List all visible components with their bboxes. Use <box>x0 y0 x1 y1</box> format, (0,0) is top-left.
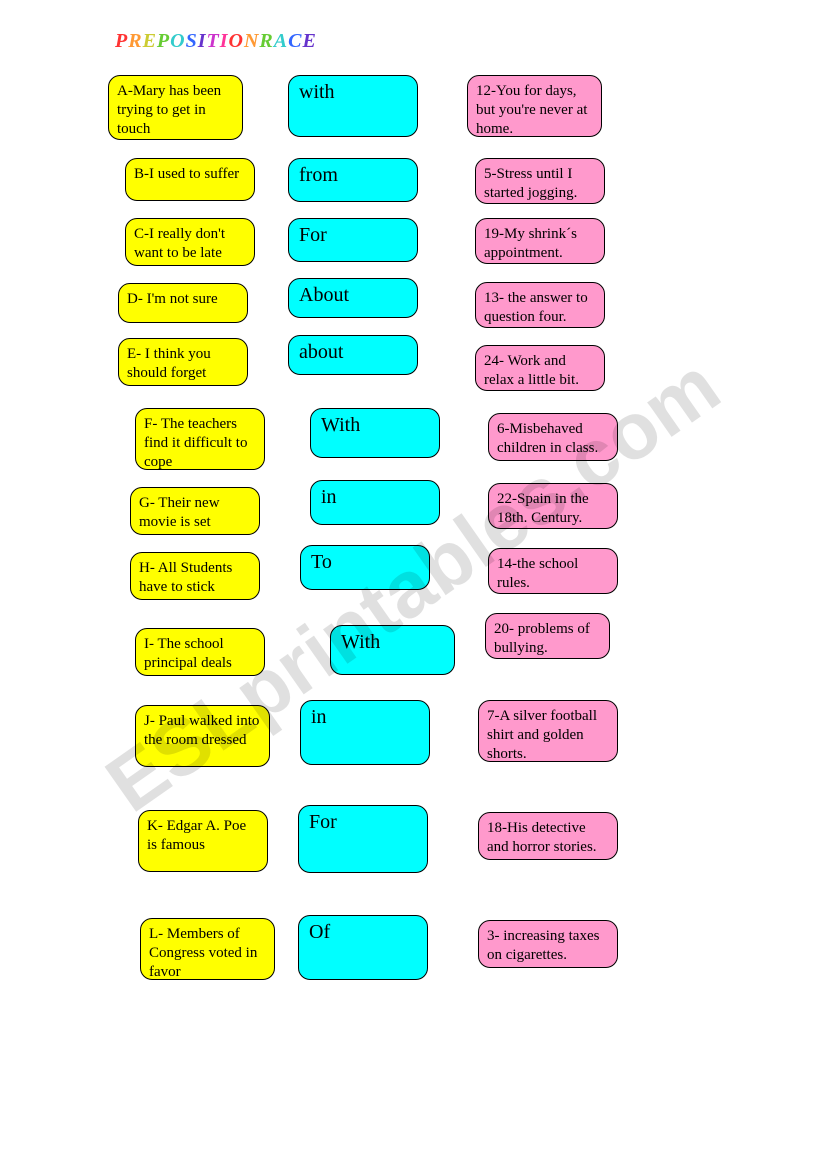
preposition-card: About <box>288 278 418 318</box>
sentence-end-card: 13- the answer to question four. <box>475 282 605 328</box>
sentence-end-card: 22-Spain in the 18th. Century. <box>488 483 618 529</box>
preposition-card: in <box>310 480 440 525</box>
preposition-card: To <box>300 545 430 590</box>
preposition-card: For <box>298 805 428 873</box>
sentence-start-card: E- I think you should forget <box>118 338 248 386</box>
preposition-card: in <box>300 700 430 765</box>
page-title: PREPOSITION RACE <box>115 30 317 53</box>
sentence-start-card: C-I really don't want to be late <box>125 218 255 266</box>
sentence-start-card: B-I used to suffer <box>125 158 255 201</box>
preposition-card: Of <box>298 915 428 980</box>
sentence-end-card: 7-A silver football shirt and golden sho… <box>478 700 618 762</box>
preposition-card: about <box>288 335 418 375</box>
sentence-start-card: D- I'm not sure <box>118 283 248 323</box>
sentence-end-card: 12-You for days, but you're never at hom… <box>467 75 602 137</box>
sentence-end-card: 3- increasing taxes on cigarettes. <box>478 920 618 968</box>
sentence-start-card: F- The teachers find it difficult to cop… <box>135 408 265 470</box>
sentence-end-card: 18-His detective and horror stories. <box>478 812 618 860</box>
sentence-start-card: I- The school principal deals <box>135 628 265 676</box>
preposition-card: For <box>288 218 418 262</box>
sentence-end-card: 24- Work and relax a little bit. <box>475 345 605 391</box>
sentence-end-card: 5-Stress until I started jogging. <box>475 158 605 204</box>
sentence-start-card: H- All Students have to stick <box>130 552 260 600</box>
sentence-start-card: L- Members of Congress voted in favor <box>140 918 275 980</box>
sentence-start-card: K- Edgar A. Poe is famous <box>138 810 268 872</box>
sentence-start-card: G- Their new movie is set <box>130 487 260 535</box>
sentence-end-card: 19-My shrink´s appointment. <box>475 218 605 264</box>
preposition-card: from <box>288 158 418 202</box>
preposition-card: With <box>330 625 455 675</box>
sentence-end-card: 14-the school rules. <box>488 548 618 594</box>
sentence-end-card: 20- problems of bullying. <box>485 613 610 659</box>
sentence-end-card: 6-Misbehaved children in class. <box>488 413 618 461</box>
sentence-start-card: J- Paul walked into the room dressed <box>135 705 270 767</box>
preposition-card: With <box>310 408 440 458</box>
preposition-card: with <box>288 75 418 137</box>
sentence-start-card: A-Mary has been trying to get in touch <box>108 75 243 140</box>
